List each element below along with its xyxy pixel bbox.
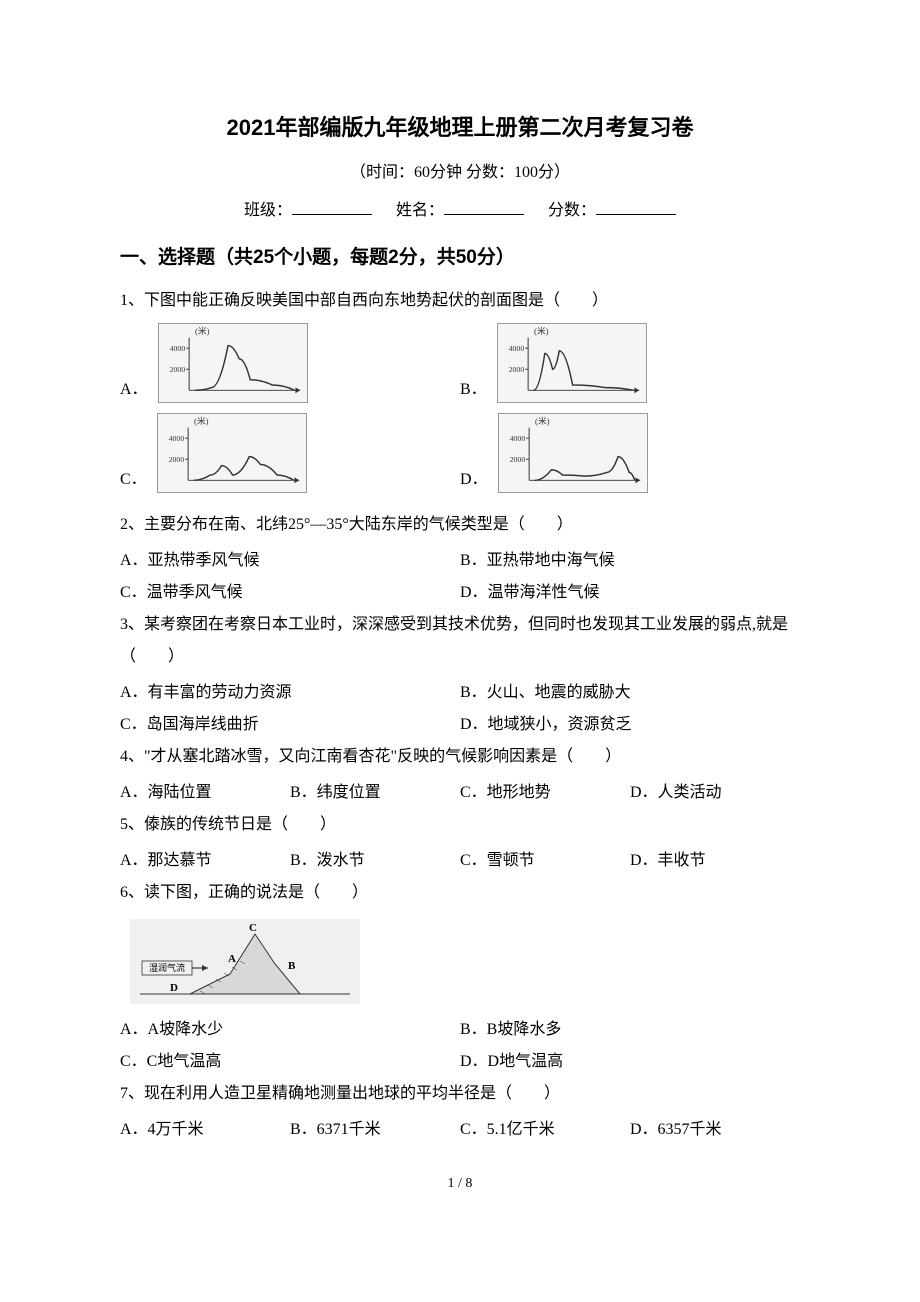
q1-chart-options: A． 2000 4000 (米) B． 2000 4000 (米) C． 2000 400… — [120, 323, 800, 503]
q2-opt-c: C．温带季风气候 — [120, 577, 460, 609]
score-label: 分数： — [548, 202, 596, 219]
q3-opt-b: B．火山、地震的威胁大 — [460, 677, 800, 709]
q6-opt-a: A．A坡降水少 — [120, 1014, 460, 1046]
question-6: 6、读下图，正确的说法是（ ） — [120, 877, 800, 909]
svg-text:2000: 2000 — [508, 365, 524, 374]
q2-options: A．亚热带季风气候 B．亚热带地中海气候 C．温带季风气候 D．温带海洋性气候 — [120, 545, 800, 609]
svg-text:4000: 4000 — [509, 434, 525, 443]
page-number: 1 / 8 — [120, 1176, 800, 1192]
question-3: 3、某考察团在考察日本工业时，深深感受到其技术优势，但同时也发现其工业发展的弱点… — [120, 609, 800, 673]
q2-opt-a: A．亚热带季风气候 — [120, 545, 460, 577]
q6-opt-b: B．B坡降水多 — [460, 1014, 800, 1046]
q4-opt-c: C．地形地势 — [460, 777, 630, 809]
svg-text:C: C — [249, 922, 257, 934]
question-2: 2、主要分布在南、北纬25°—35°大陆东岸的气候类型是（ ） — [120, 509, 800, 541]
question-1: 1、下图中能正确反映美国中部自西向东地势起伏的剖面图是（ ） — [120, 285, 800, 317]
q6-opt-c: C．C地气温高 — [120, 1046, 460, 1078]
q3-opt-a: A．有丰富的劳动力资源 — [120, 677, 460, 709]
q5-text: 5、傣族的传统节日是（ ） — [120, 809, 800, 841]
class-label: 班级： — [244, 202, 292, 219]
q4-opt-b: B．纬度位置 — [290, 777, 460, 809]
question-5: 5、傣族的传统节日是（ ） — [120, 809, 800, 841]
svg-text:A: A — [228, 953, 236, 965]
q4-options: A．海陆位置 B．纬度位置 C．地形地势 D．人类活动 — [120, 777, 800, 809]
q1-label-c: C． — [120, 465, 147, 493]
q6-opt-d: D．D地气温高 — [460, 1046, 800, 1078]
q1-opt-b: B． 2000 4000 (米) — [460, 323, 800, 403]
q1-chart-b: 2000 4000 (米) — [497, 323, 647, 403]
svg-text:(米): (米) — [195, 325, 210, 336]
q5-opt-b: B．泼水节 — [290, 845, 460, 877]
exam-meta: （时间：60分钟 分数：100分） — [120, 158, 800, 182]
q5-opt-d: D．丰收节 — [630, 845, 800, 877]
q6-options: A．A坡降水少 B．B坡降水多 C．C地气温高 D．D地气温高 — [120, 1014, 800, 1078]
svg-text:B: B — [288, 960, 296, 972]
q3-text: 3、某考察团在考察日本工业时，深深感受到其技术优势，但同时也发现其工业发展的弱点… — [120, 609, 800, 673]
student-info-line: 班级： 姓名： 分数： — [120, 196, 800, 220]
svg-text:4000: 4000 — [168, 434, 184, 443]
svg-text:(米): (米) — [534, 325, 549, 336]
svg-text:湿润气流: 湿润气流 — [149, 962, 185, 973]
score-blank — [596, 199, 676, 215]
q7-opt-a: A．4万千米 — [120, 1114, 290, 1146]
q6-diagram: C A B D 湿润气流 — [130, 919, 360, 1004]
q5-options: A．那达慕节 B．泼水节 C．雪顿节 D．丰收节 — [120, 845, 800, 877]
q1-text: 1、下图中能正确反映美国中部自西向东地势起伏的剖面图是（ ） — [120, 285, 800, 317]
q2-opt-d: D．温带海洋性气候 — [460, 577, 800, 609]
q7-text: 7、现在利用人造卫星精确地测量出地球的平均半径是（ ） — [120, 1078, 800, 1110]
q7-opt-d: D．6357千米 — [630, 1114, 800, 1146]
q2-opt-b: B．亚热带地中海气候 — [460, 545, 800, 577]
name-blank — [444, 199, 524, 215]
svg-text:D: D — [170, 982, 178, 994]
q1-label-a: A． — [120, 375, 148, 403]
q4-opt-a: A．海陆位置 — [120, 777, 290, 809]
q1-opt-a: A． 2000 4000 (米) — [120, 323, 460, 403]
q7-opt-b: B．6371千米 — [290, 1114, 460, 1146]
q1-label-d: D． — [460, 465, 488, 493]
q5-opt-a: A．那达慕节 — [120, 845, 290, 877]
q3-opt-c: C．岛国海岸线曲折 — [120, 709, 460, 741]
q1-opt-c: C． 2000 4000 (米) — [120, 413, 460, 493]
q1-opt-d: D． 2000 4000 (米) — [460, 413, 800, 493]
q7-options: A．4万千米 B．6371千米 C．5.1亿千米 D．6357千米 — [120, 1114, 800, 1146]
page-title: 2021年部编版九年级地理上册第二次月考复习卷 — [120, 110, 800, 142]
q3-opt-d: D．地域狭小，资源贫乏 — [460, 709, 800, 741]
svg-text:4000: 4000 — [169, 344, 185, 353]
q1-label-b: B． — [460, 375, 487, 403]
svg-text:4000: 4000 — [508, 344, 524, 353]
q1-chart-c: 2000 4000 (米) — [157, 413, 307, 493]
svg-text:2000: 2000 — [509, 455, 525, 464]
name-label: 姓名： — [396, 202, 444, 219]
question-4: 4、"才从塞北踏冰雪，又向江南看杏花"反映的气候影响因素是（ ） — [120, 741, 800, 773]
section-1-header: 一、选择题（共25个小题，每题2分，共50分） — [120, 242, 800, 269]
q6-text: 6、读下图，正确的说法是（ ） — [120, 877, 800, 909]
question-7: 7、现在利用人造卫星精确地测量出地球的平均半径是（ ） — [120, 1078, 800, 1110]
q5-opt-c: C．雪顿节 — [460, 845, 630, 877]
q1-chart-a: 2000 4000 (米) — [158, 323, 308, 403]
q1-chart-d: 2000 4000 (米) — [498, 413, 648, 493]
svg-text:2000: 2000 — [169, 365, 185, 374]
q4-opt-d: D．人类活动 — [630, 777, 800, 809]
class-blank — [292, 199, 372, 215]
svg-text:(米): (米) — [535, 415, 550, 426]
q7-opt-c: C．5.1亿千米 — [460, 1114, 630, 1146]
q4-text: 4、"才从塞北踏冰雪，又向江南看杏花"反映的气候影响因素是（ ） — [120, 741, 800, 773]
svg-text:2000: 2000 — [168, 455, 184, 464]
q3-options: A．有丰富的劳动力资源 B．火山、地震的威胁大 C．岛国海岸线曲折 D．地域狭小… — [120, 677, 800, 741]
svg-text:(米): (米) — [194, 415, 209, 426]
q2-text: 2、主要分布在南、北纬25°—35°大陆东岸的气候类型是（ ） — [120, 509, 800, 541]
